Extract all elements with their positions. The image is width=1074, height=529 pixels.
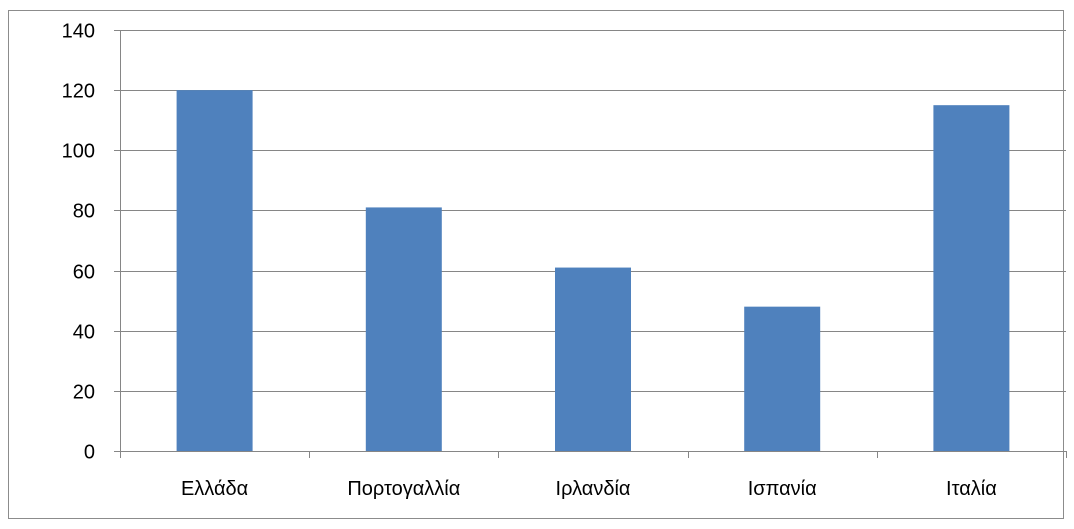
gridlines xyxy=(120,30,1066,392)
y-tick-label: 120 xyxy=(62,81,95,103)
bar-3 xyxy=(744,306,821,451)
x-tick-label: Ελλάδα xyxy=(181,478,248,500)
x-tick-label: Ιρλανδία xyxy=(556,478,631,500)
y-tick-label: 100 xyxy=(62,141,95,163)
bars xyxy=(176,90,1010,452)
bar-0 xyxy=(176,90,253,452)
bar-2 xyxy=(555,267,631,451)
y-tick-label: 80 xyxy=(73,201,95,223)
tick-labels: 0 20 40 60 80 100 120 140 Ελλάδα Πορτογαλλία Ιρλαν… xyxy=(62,21,997,501)
y-tick-label: 0 xyxy=(84,442,95,464)
bar-1 xyxy=(365,207,442,451)
x-tick-label: Ισπανία xyxy=(748,478,817,500)
axes xyxy=(114,30,1067,458)
y-tick-label: 60 xyxy=(73,262,95,284)
x-tick-label: Πορτογαλλία xyxy=(347,478,460,500)
bar-4 xyxy=(933,105,1010,451)
x-tick-label: Ιταλία xyxy=(946,478,997,500)
y-tick-label: 20 xyxy=(73,382,95,404)
y-tick-label: 40 xyxy=(73,322,95,344)
y-tick-label: 140 xyxy=(62,21,95,43)
